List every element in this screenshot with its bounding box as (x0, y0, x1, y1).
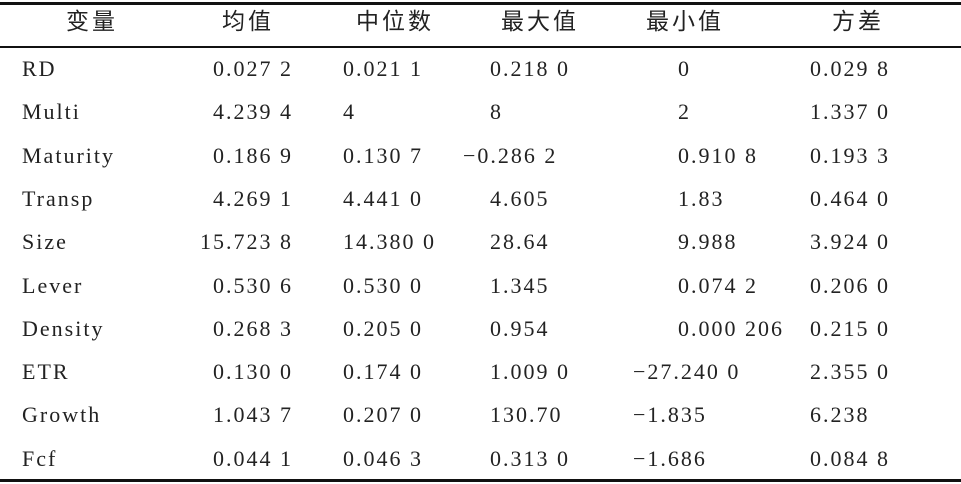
table-cell: 15.723 8 (200, 229, 293, 255)
table-cell: 0.074 2 (678, 272, 758, 298)
table-cell: 0.044 1 (213, 445, 293, 471)
header-cell: 方差 (832, 9, 884, 35)
table-cell: 0.207 0 (343, 402, 423, 428)
table-cell: 0 (678, 56, 691, 81)
table-cell: 0.084 8 (810, 445, 890, 471)
table-cell: 0.193 3 (810, 142, 890, 168)
table-cell: 0.313 0 (490, 445, 570, 471)
table-cell: 0.206 0 (810, 272, 890, 298)
table-cell: 130.70 (490, 402, 563, 428)
table-cell: 0.174 0 (343, 359, 423, 385)
table-cell: 14.380 0 (343, 229, 436, 255)
table-cell: 0.130 0 (213, 359, 293, 385)
table-cell: 8 (490, 99, 503, 125)
table-cell: 4 (343, 99, 356, 125)
table-cell: 1.345 (490, 272, 550, 298)
table-cell: 3.924 0 (810, 229, 890, 255)
table-cell: 0.215 0 (810, 315, 890, 341)
row-label: ETR (22, 359, 70, 385)
table-cell: 0.530 6 (213, 272, 293, 298)
header-cell: 变量 (66, 9, 118, 35)
table-cell: 0.027 2 (213, 56, 293, 81)
table-cell: 0.000 206 (678, 315, 784, 341)
table-cell: 4.441 0 (343, 185, 423, 211)
table-cell: 0.530 0 (343, 272, 423, 298)
row-label: Transp (22, 185, 95, 211)
table-cell: 2.355 0 (810, 359, 890, 385)
header-rule (0, 46, 961, 48)
table-cell: −1.686 (633, 445, 707, 471)
header-cell: 中位数 (356, 9, 434, 35)
table-cell: 2 (678, 99, 691, 125)
table-cell: 0.218 0 (490, 56, 570, 81)
table-cell: 0.268 3 (213, 315, 293, 341)
table-cell: 28.64 (490, 229, 550, 255)
table-cell: 0.029 8 (810, 56, 890, 81)
row-label: Growth (22, 402, 102, 428)
row-label: Density (22, 315, 105, 341)
row-label: Fcf (22, 445, 58, 471)
table-cell: −27.240 0 (633, 359, 741, 385)
table-cell: 0.910 8 (678, 142, 758, 168)
table-cell: 1.337 0 (810, 99, 890, 125)
table-cell: −1.835 (633, 402, 707, 428)
table-cell: 4.605 (490, 185, 550, 211)
header-cell: 最小值 (646, 9, 724, 35)
top-rule (0, 2, 961, 5)
bottom-rule (0, 479, 961, 482)
table-cell: 0.205 0 (343, 315, 423, 341)
table-cell: 4.239 4 (213, 99, 293, 125)
row-label: Lever (22, 272, 84, 298)
table-cell: −0.286 2 (463, 142, 558, 168)
header-cell: 最大值 (501, 9, 579, 35)
row-label: Size (22, 229, 68, 255)
table-cell: 4.269 1 (213, 185, 293, 211)
row-label: Multi (22, 99, 81, 125)
table-cell: 1.83 (678, 185, 725, 211)
table-cell: 0.954 (490, 315, 550, 341)
table-cell: 0.464 0 (810, 185, 890, 211)
table-cell: 0.130 7 (343, 142, 423, 168)
table-cell: 0.046 3 (343, 445, 423, 471)
row-label: Maturity (22, 142, 115, 168)
table-cell: 6.238 (810, 402, 870, 428)
row-label: RD (22, 56, 57, 81)
table-cell: 0.021 1 (343, 56, 423, 81)
table-cell: 0.186 9 (213, 142, 293, 168)
table-cell: 1.009 0 (490, 359, 570, 385)
table-cell: 1.043 7 (213, 402, 293, 428)
header-cell: 均值 (222, 9, 274, 35)
table-cell: 9.988 (678, 229, 738, 255)
